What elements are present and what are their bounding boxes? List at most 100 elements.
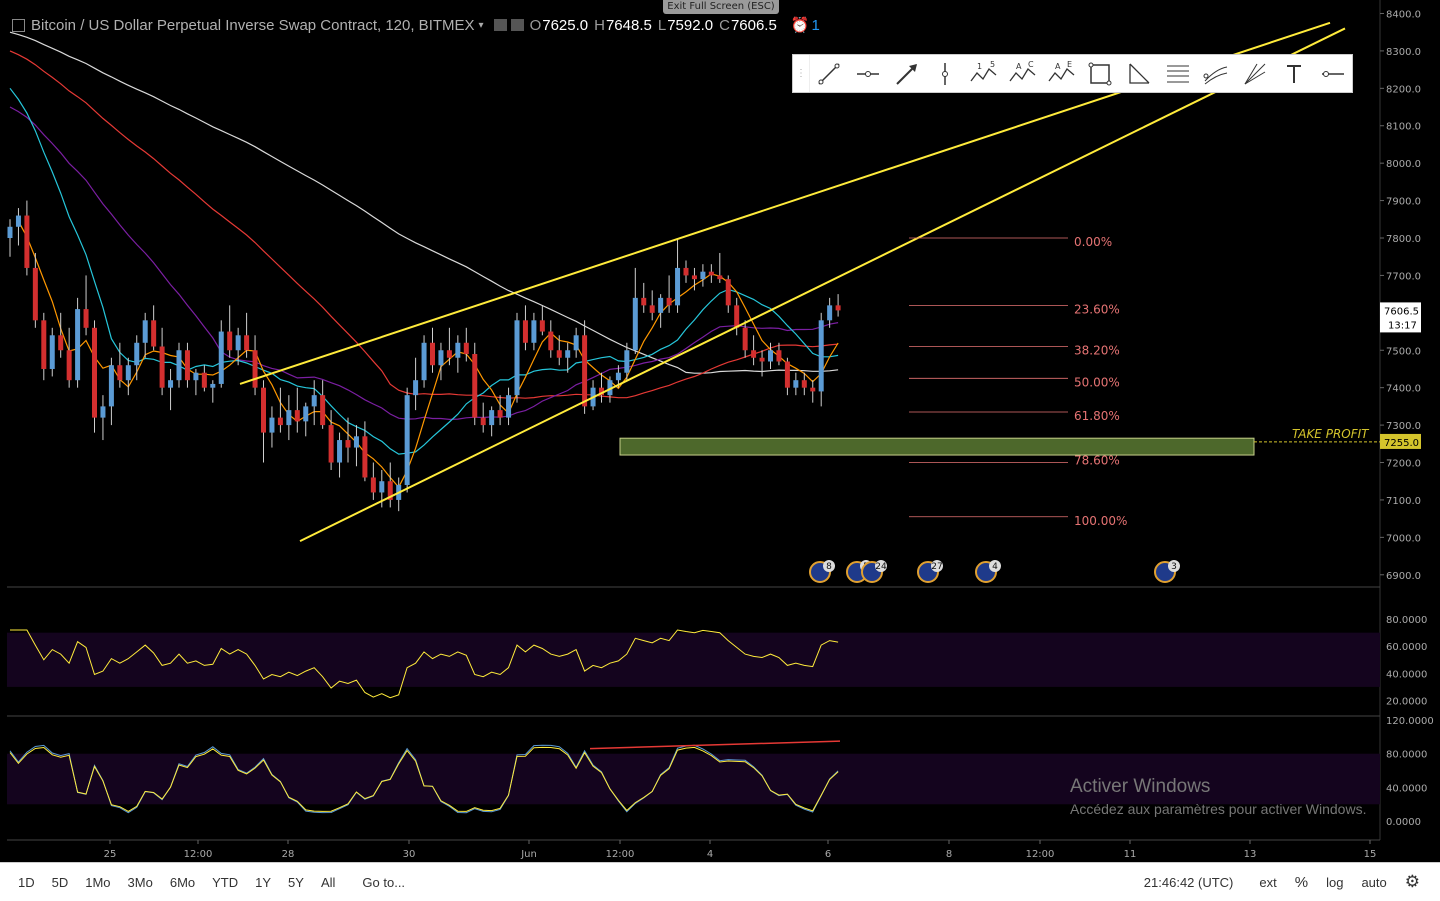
vertical-line-icon[interactable] [926, 54, 965, 93]
candle-body [227, 331, 233, 351]
candle-body [379, 481, 385, 493]
gann-fan-icon[interactable] [1236, 54, 1275, 93]
utc-clock[interactable]: 21:46:42 (UTC) [1143, 874, 1234, 890]
ma-orange-line [17, 220, 839, 489]
ma-white-line [9, 31, 839, 374]
candle-body [548, 331, 554, 351]
log-toggle[interactable]: log [1326, 874, 1344, 890]
candle-body [235, 335, 241, 351]
candle-body [818, 320, 824, 392]
candle-body [793, 380, 799, 388]
time-tick-label: 28 [282, 849, 295, 860]
price-tick-label: 7300.0 [1386, 421, 1421, 432]
high-value: 7648.5 [605, 16, 652, 34]
collapse-icon[interactable] [12, 18, 25, 32]
price-tick-label: 6900.0 [1386, 571, 1421, 582]
candle-body [700, 271, 706, 280]
candle-body [776, 350, 782, 362]
symbol-title[interactable]: Bitcoin / US Dollar Perpetual Inverse Sw… [31, 16, 475, 34]
timeframe-all[interactable]: All [320, 874, 336, 890]
price-tick-label: 7100.0 [1386, 496, 1421, 507]
ma-teal-line [9, 87, 839, 455]
exit-fullscreen-button[interactable]: Exit Full Screen (ESC) [663, 0, 779, 14]
candle-body [66, 350, 72, 381]
timeframe-1d[interactable]: 1D [18, 874, 35, 890]
timeframe-5d[interactable]: 5D [51, 874, 69, 890]
candle-body [599, 387, 604, 396]
candle-body [100, 406, 106, 418]
ext-toggle[interactable]: ext [1259, 874, 1277, 890]
wedge-lower-line [299, 27, 1346, 542]
close-label: C [719, 16, 730, 34]
hide-icon[interactable] [510, 19, 524, 31]
timeframe-1mo[interactable]: 1Mo [85, 874, 111, 890]
ma-purple-line [9, 106, 839, 421]
candle-body [41, 320, 47, 369]
rsi-tick-label: 80.0000 [1386, 615, 1427, 626]
trend-line-icon[interactable] [810, 54, 849, 93]
event-badge [823, 560, 835, 572]
candle-body [531, 320, 537, 343]
candle-body [827, 305, 833, 321]
alert-count: 1 [811, 16, 820, 34]
activation-watermark-text: Accédez aux paramètres pour activer Wind… [1070, 801, 1367, 817]
candle-body [582, 335, 588, 407]
fib-channel-icon[interactable] [1197, 54, 1236, 93]
candle-body [134, 342, 140, 366]
rsi-tick-label: 20.0000 [1386, 696, 1427, 707]
candle-body [303, 406, 309, 422]
alert-clock-icon[interactable]: ⏰ [790, 17, 810, 34]
bottom-toolbar: 1D 5D 1Mo 3Mo 6Mo YTD 1Y 5Y All Go to...… [0, 862, 1440, 901]
candle-body [615, 372, 621, 381]
settings-icon[interactable] [493, 19, 507, 31]
price-chart[interactable]: 8400.0 8300.0 8200.0 8100.0 8000.0 7900.0 7800… [0, 0, 1440, 862]
timeframe-5y[interactable]: 5Y [288, 874, 304, 890]
candle-body [607, 380, 613, 396]
take-profit-label: TAKE PROFIT [1292, 427, 1370, 441]
take-profit-price-value: 7255.0 [1384, 438, 1419, 449]
fib-triangle-icon[interactable] [1120, 54, 1159, 93]
timeframe-3mo[interactable]: 3Mo [127, 874, 153, 890]
goto-button[interactable]: Go to... [362, 874, 406, 890]
rectangle-icon[interactable] [1081, 54, 1120, 93]
pattern-15-label-5: 5 [990, 61, 995, 69]
toolbar-drag-handle[interactable]: ⋮ [793, 55, 810, 92]
percent-toggle[interactable]: % [1294, 873, 1309, 891]
horizontal-ray-icon[interactable] [849, 54, 888, 93]
price-tick-label: 8400.0 [1386, 9, 1421, 20]
candle-body [421, 342, 427, 381]
candle-body [801, 380, 807, 388]
price-tick-label: 7400.0 [1386, 384, 1421, 395]
time-tick-label: 12:00 [184, 849, 213, 860]
pattern-abcde-label-a: A [1055, 62, 1061, 71]
timeframe-ytd[interactable]: YTD [212, 874, 239, 890]
fib-retracement-icon[interactable] [1158, 54, 1197, 93]
candle-body [83, 309, 89, 328]
candle-body [522, 320, 528, 343]
event-badge [931, 560, 943, 572]
timeframe-6mo[interactable]: 6Mo [169, 874, 196, 890]
text-tool-icon[interactable] [1275, 54, 1314, 93]
chevron-down-icon[interactable]: ▾ [478, 19, 484, 31]
candle-body [176, 350, 182, 381]
candle-body [151, 320, 157, 347]
candle-body [244, 335, 250, 351]
timeframe-1y[interactable]: 1Y [255, 874, 272, 890]
horizontal-line-icon[interactable] [1313, 54, 1352, 93]
close-value: 7606.5 [730, 16, 777, 34]
time-tick-label: 6 [825, 849, 831, 860]
price-tick-label: 8100.0 [1386, 122, 1421, 133]
auto-toggle[interactable]: auto [1361, 874, 1387, 890]
fib-level-label: 100.00% [1074, 514, 1127, 528]
time-tick-label: Jun [520, 849, 537, 860]
gear-icon[interactable]: ⚙ [1404, 872, 1420, 891]
event-badge-count: 24 [875, 562, 887, 572]
fib-level-label: 61.80% [1074, 409, 1120, 423]
arrow-icon[interactable] [887, 54, 926, 93]
candle-body [218, 331, 224, 384]
candle-body [404, 395, 410, 485]
candle-body [455, 342, 461, 358]
